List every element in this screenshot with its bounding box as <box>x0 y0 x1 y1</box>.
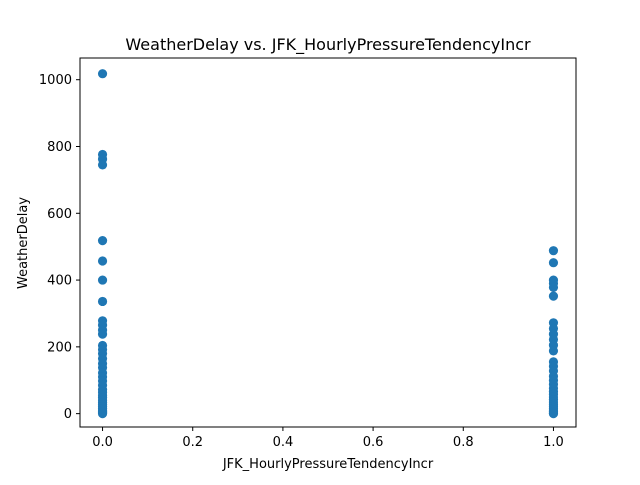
data-point <box>97 69 108 79</box>
x-tick-label: 0.0 <box>92 435 113 450</box>
chart-title: WeatherDelay vs. JFK_HourlyPressureTende… <box>125 35 531 55</box>
y-axis-title: WeatherDelay <box>16 197 31 289</box>
data-point <box>97 236 108 246</box>
plot-frame <box>79 57 577 428</box>
data-point <box>548 282 559 293</box>
data-point <box>97 329 108 339</box>
y-axis-ticks: 0 200 400 600 800 1000 <box>39 73 80 422</box>
data-point <box>97 409 108 419</box>
y-tick-label: 200 <box>47 340 72 355</box>
y-tick-label: 1000 <box>39 73 72 88</box>
data-point <box>548 346 559 356</box>
data-point <box>97 275 108 285</box>
data-point <box>97 256 108 266</box>
y-tick-label: 0 <box>64 407 72 422</box>
data-point <box>548 409 559 419</box>
data-point <box>548 258 559 268</box>
x-tick-label: 0.6 <box>363 435 384 450</box>
y-tick-label: 600 <box>47 207 72 222</box>
x-tick-label: 0.4 <box>273 435 294 450</box>
data-point <box>97 296 108 307</box>
y-tick-label: 400 <box>47 274 72 289</box>
x-tick-label: 0.8 <box>453 435 474 450</box>
x-axis-ticks: 0.0 0.2 0.4 0.6 0.8 1.0 <box>92 427 564 450</box>
x-axis-title: JFK_HourlyPressureTendencyIncr <box>222 457 434 472</box>
data-point <box>97 160 108 170</box>
x-tick-label: 0.2 <box>182 435 203 450</box>
data-point <box>548 246 559 256</box>
points-layer <box>97 69 559 419</box>
y-tick-label: 800 <box>47 140 72 155</box>
x-tick-label: 1.0 <box>543 435 564 450</box>
data-point <box>548 291 559 301</box>
